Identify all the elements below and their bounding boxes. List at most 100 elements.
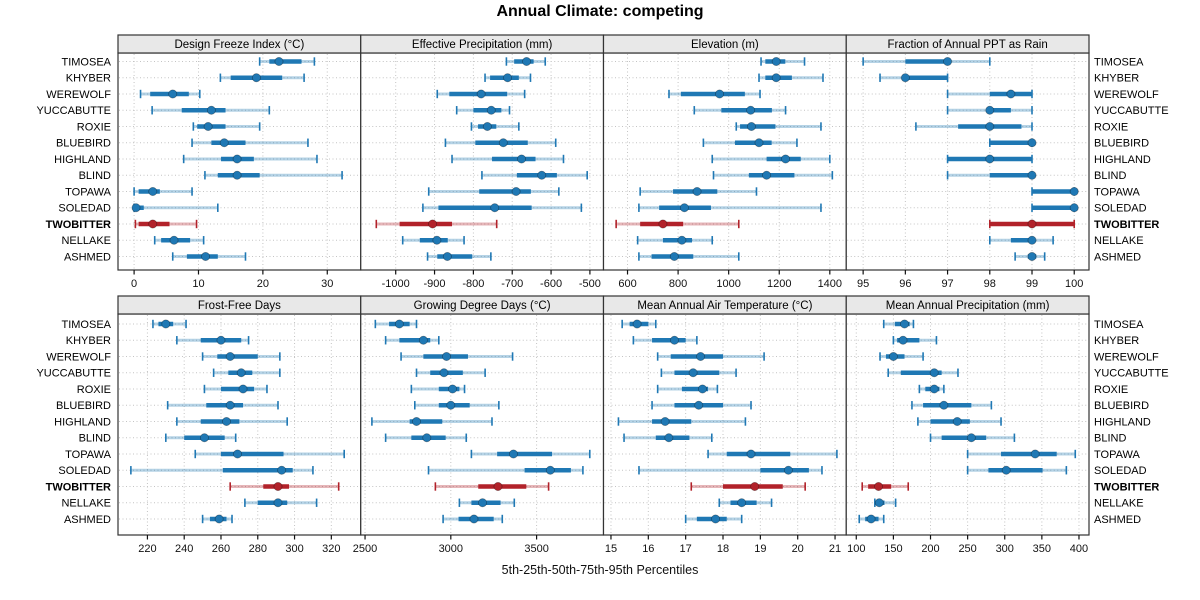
median-dot — [888, 351, 898, 361]
median-dot — [478, 498, 488, 508]
median-dot — [1027, 219, 1037, 229]
strip-title: Mean Annual Precipitation (mm) — [886, 300, 1050, 312]
median-dot — [660, 416, 670, 426]
percentile-marks-roxie — [410, 384, 466, 394]
tick-label: 95 — [857, 278, 869, 290]
strip-title: Growing Degree Days (°C) — [414, 300, 551, 312]
percentile-marks-bluebird — [988, 138, 1037, 148]
station-label-twobitter: TWOBITTER — [46, 219, 111, 231]
percentile-marks-bluebird — [444, 138, 557, 148]
median-dot — [168, 89, 178, 99]
percentile-marks-ashmed — [1014, 251, 1046, 261]
median-dot — [232, 170, 242, 180]
percentile-marks-soledad — [638, 203, 822, 213]
median-dot — [422, 433, 432, 443]
median-dot — [203, 122, 213, 132]
tick-label: 800 — [669, 278, 687, 290]
station-label-werewolf: WEREWOLF — [1094, 351, 1159, 363]
station-labels-left-row2: TIMOSEA KHYBER WEREWOLF YUCCABUTTE ROXIE BLUE… — [36, 319, 111, 526]
tick-label: -600 — [540, 278, 562, 290]
median-dot — [169, 235, 179, 245]
station-label-timosea: TIMOSEA — [1094, 319, 1144, 331]
median-dot — [679, 203, 689, 213]
percentile-marks-khyber — [484, 73, 532, 83]
median-dot — [952, 416, 962, 426]
gridlines — [361, 54, 603, 269]
median-dot — [206, 105, 216, 115]
median-dot — [750, 481, 760, 491]
tick-label: 20 — [257, 278, 269, 290]
gridlines — [119, 54, 360, 269]
station-label-soledad: SOLEDAD — [1094, 203, 1147, 215]
percentile-marks-roxie — [735, 122, 822, 132]
percentile-marks-timosea — [882, 319, 915, 329]
strip-header — [845, 34, 1090, 54]
percentile-marks-bluebird — [651, 400, 752, 410]
tick-label: 400 — [1070, 543, 1088, 555]
station-label-nellake: NELLAKE — [1094, 235, 1144, 247]
station-label-timosea: TIMOSEA — [61, 56, 111, 68]
station-label-soledad: SOLEDAD — [1094, 465, 1147, 477]
percentile-marks-timosea — [760, 57, 806, 67]
median-dot — [900, 319, 910, 329]
percentile-marks-twobitter — [615, 219, 740, 229]
percentile-marks-soledad — [638, 465, 823, 475]
percentile-marks-roxie — [470, 122, 520, 132]
station-label-blind: BLIND — [1094, 170, 1126, 182]
tick-label: -800 — [462, 278, 484, 290]
median-dot — [216, 335, 226, 345]
percentile-marks-yuccabutte — [455, 105, 511, 115]
median-dot — [508, 449, 518, 459]
median-dot — [746, 105, 756, 115]
percentile-marks-nellake — [153, 235, 205, 245]
percentile-marks-yuccabutte — [212, 368, 281, 378]
median-dot — [929, 384, 939, 394]
station-label-yuccabutte: YUCCABUTTE — [36, 368, 111, 380]
tick-label: 97 — [941, 278, 953, 290]
strip-title: Frost-Free Days — [198, 300, 281, 312]
percentile-marks-timosea — [862, 57, 991, 67]
median-dot — [236, 368, 246, 378]
tick-label: 260 — [212, 543, 230, 555]
station-label-khyber: KHYBER — [66, 335, 111, 347]
panel-frost-free-days: Frost-Free Days 220 240 260 280 300 320 — [117, 295, 362, 555]
percentile-marks-blind — [946, 170, 1037, 180]
tick-label: 1000 — [716, 278, 740, 290]
tick-label: 30 — [321, 278, 333, 290]
tick-label: 98 — [984, 278, 996, 290]
tick-label: 19 — [754, 543, 766, 555]
median-dot — [715, 89, 725, 99]
median-dot — [664, 433, 674, 443]
tick-label: 10 — [192, 278, 204, 290]
percentile-marks-highland — [176, 416, 288, 426]
station-label-roxie: ROXIE — [77, 121, 111, 133]
median-dot — [866, 514, 876, 524]
median-dot — [783, 465, 793, 475]
station-label-nellake: NELLAKE — [1094, 498, 1144, 510]
station-label-timosea: TIMOSEA — [61, 319, 111, 331]
station-label-bluebird: BLUEBIRD — [56, 138, 111, 150]
percentile-marks-werewolf — [656, 351, 765, 361]
percentile-marks-soledad — [130, 465, 314, 475]
percentile-marks-yuccabutte — [415, 368, 486, 378]
median-dot — [439, 368, 449, 378]
median-dot — [1006, 89, 1016, 99]
median-dot — [537, 170, 547, 180]
percentile-marks-bluebird — [191, 138, 309, 148]
percentile-marks-khyber — [879, 73, 949, 83]
panel-background — [360, 53, 604, 270]
station-label-roxie: ROXIE — [77, 384, 111, 396]
median-dot — [214, 514, 224, 524]
x-axis: 2500 3000 3500 — [353, 535, 549, 555]
x-axis: 15 16 17 18 19 20 21 — [605, 535, 841, 555]
tick-label: 15 — [605, 543, 617, 555]
panel-background — [118, 314, 361, 535]
median-dot — [900, 73, 910, 83]
percentile-marks-khyber — [892, 335, 938, 345]
median-dot — [781, 154, 791, 164]
percentile-marks-twobitter — [861, 481, 910, 491]
percentile-marks-soledad — [422, 203, 583, 213]
station-label-topawa: TOPAWA — [65, 186, 112, 198]
percentile-marks-ashmed — [638, 251, 740, 261]
